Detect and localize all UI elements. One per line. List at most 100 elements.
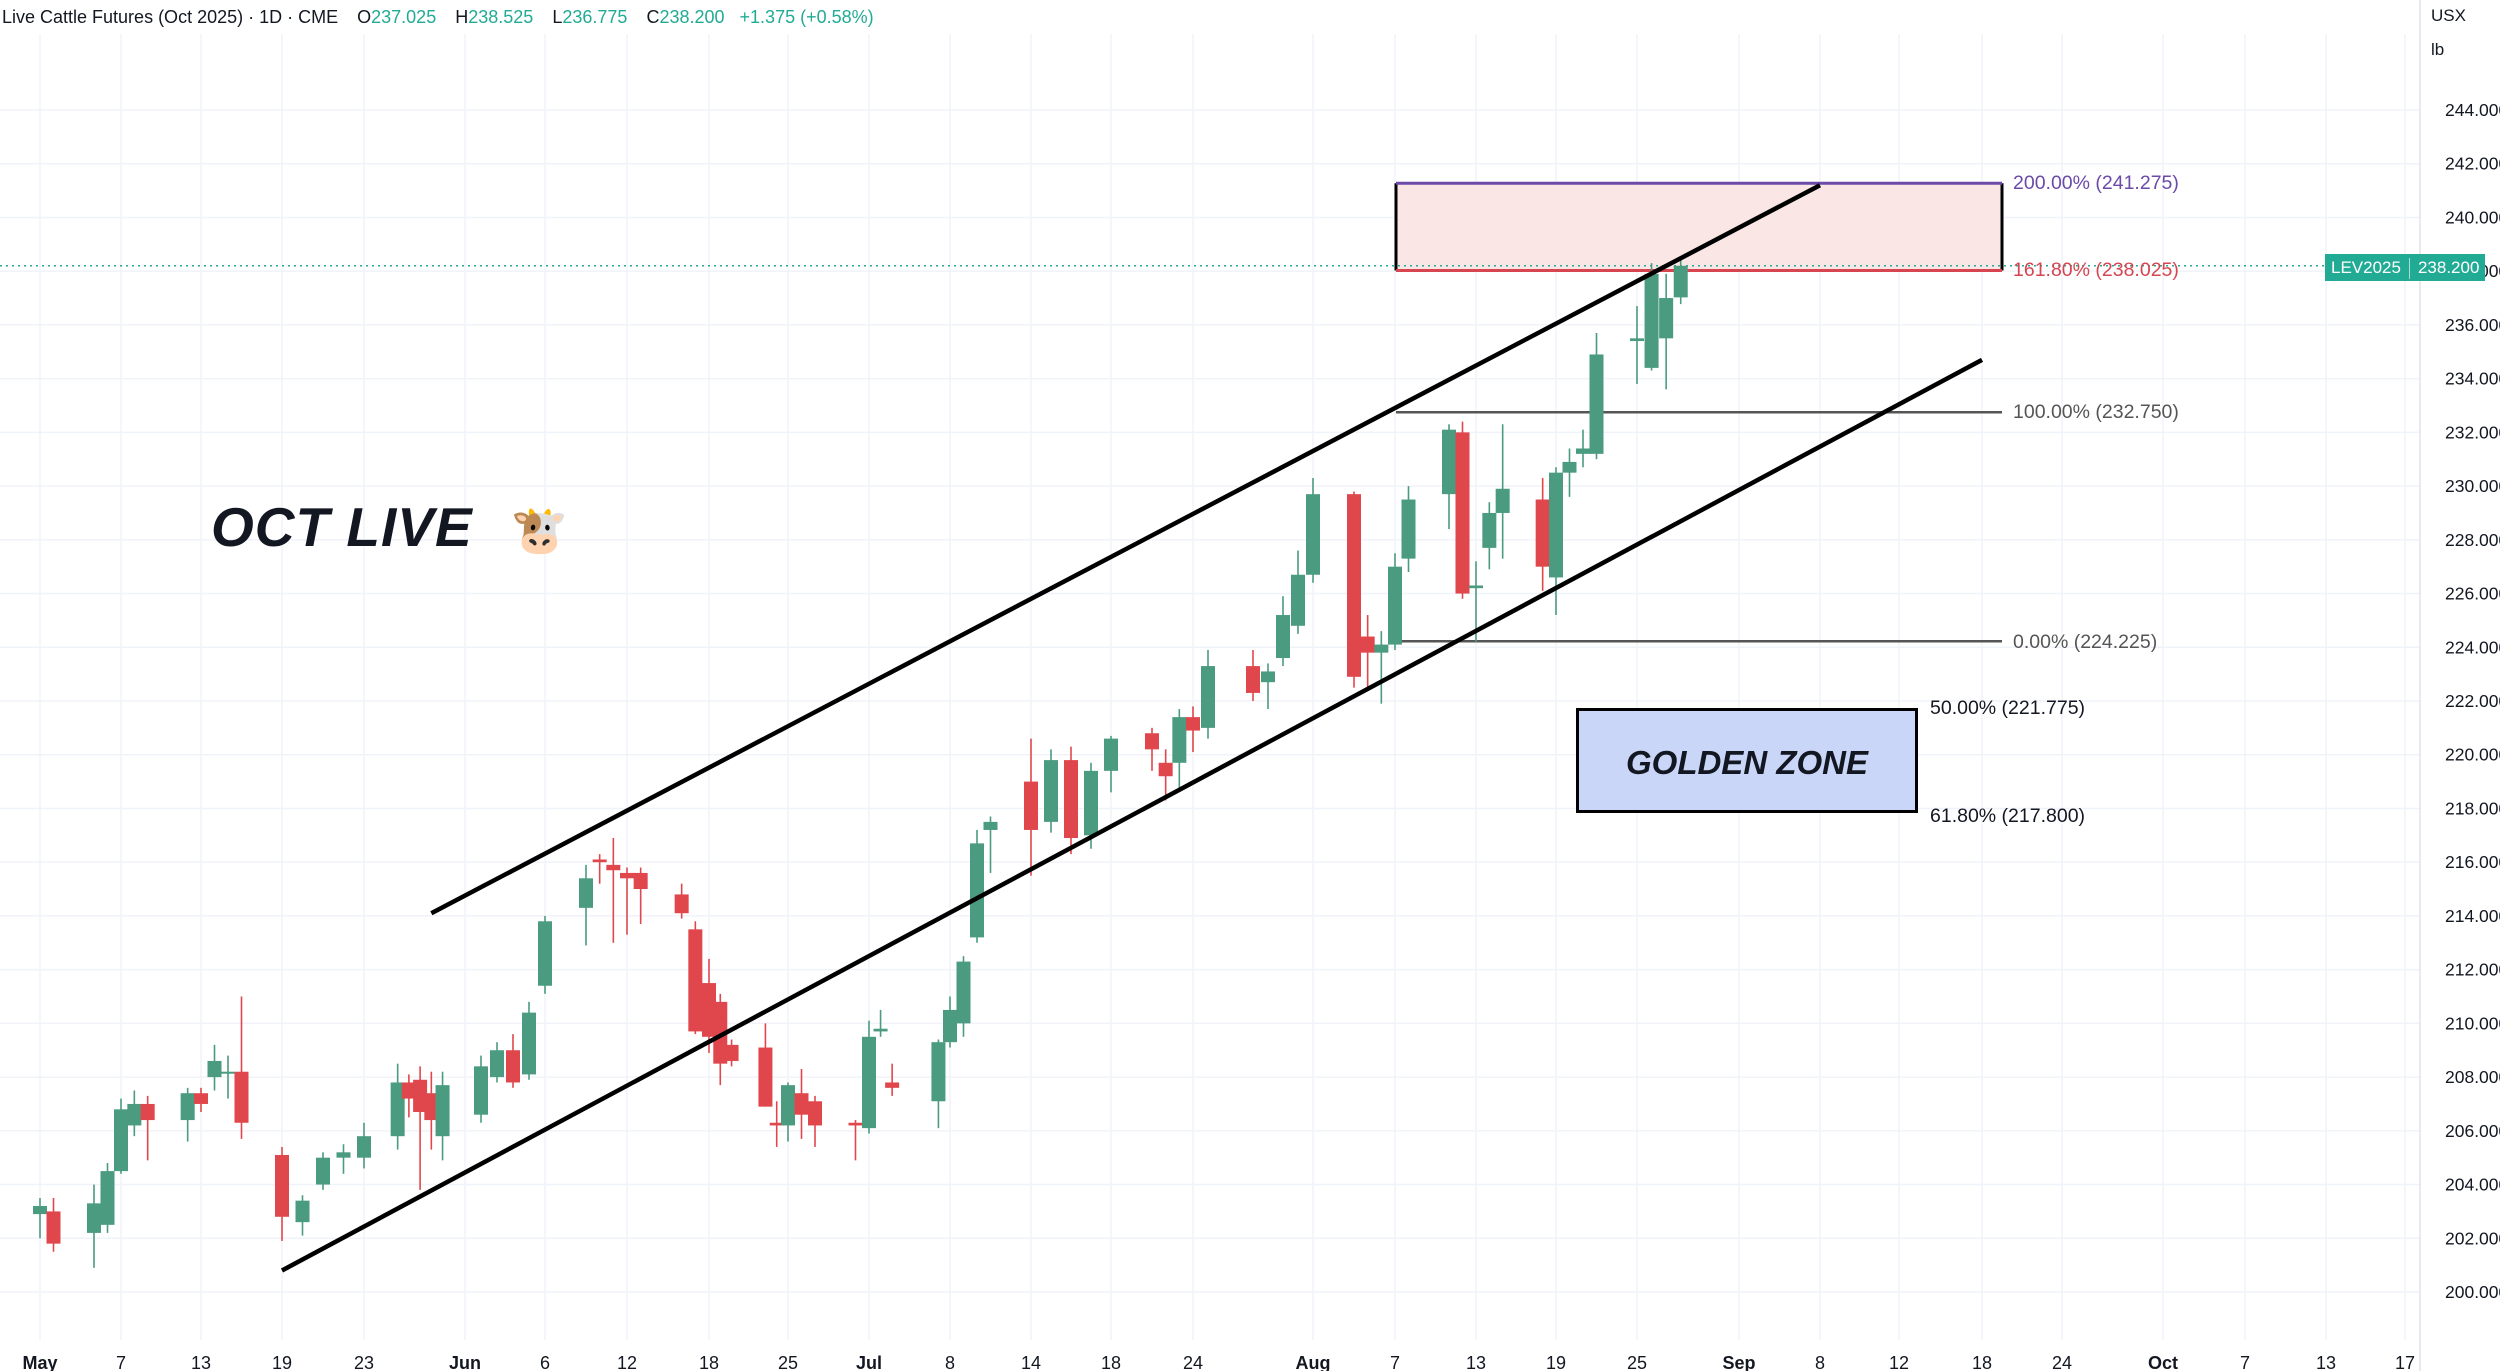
time-tick-label: 13 bbox=[191, 1353, 211, 1371]
candle-body bbox=[1276, 615, 1290, 659]
candle bbox=[862, 1020, 876, 1134]
candle bbox=[490, 1042, 504, 1083]
quantity-unit[interactable]: lb bbox=[2431, 40, 2445, 59]
price-tick-label: 208.000 bbox=[2445, 1067, 2500, 1087]
candle bbox=[1064, 746, 1078, 855]
time-tick-label: 24 bbox=[2052, 1353, 2072, 1371]
fib-label-200: 200.00% (241.275) bbox=[2013, 172, 2179, 194]
price-tick-label: 212.000 bbox=[2445, 960, 2500, 980]
candle bbox=[931, 1039, 946, 1129]
candle bbox=[1576, 429, 1590, 468]
candle-body bbox=[1659, 298, 1674, 339]
price-tick-label: 230.000 bbox=[2445, 476, 2500, 496]
time-tick-label: 8 bbox=[1815, 1353, 1825, 1371]
candle-body bbox=[1201, 666, 1215, 728]
channel-upper-line bbox=[430, 183, 1822, 916]
golden-zone-box[interactable]: GOLDEN ZONE bbox=[1576, 708, 1918, 813]
candle-body bbox=[713, 1001, 728, 1064]
candle-body bbox=[1562, 461, 1577, 473]
candle-body bbox=[413, 1079, 428, 1113]
candle bbox=[474, 1055, 488, 1123]
candle bbox=[538, 915, 552, 994]
candle-body bbox=[724, 1044, 739, 1061]
price-axis: 244.000242.000240.000238.000236.000234.0… bbox=[2419, 0, 2500, 1371]
fib-label-100: 100.00% (232.750) bbox=[2013, 401, 2179, 423]
price-tick-label: 210.000 bbox=[2445, 1013, 2500, 1033]
chart-header: Live Cattle Futures (Oct 2025) · 1D · CM… bbox=[0, 0, 874, 34]
candle bbox=[1044, 749, 1058, 833]
candle bbox=[1084, 762, 1098, 849]
candle bbox=[808, 1095, 822, 1147]
candle bbox=[1589, 332, 1604, 460]
candle-body bbox=[1291, 574, 1305, 626]
annotation-text: OCT LIVE bbox=[211, 496, 473, 558]
price-tick-label: 236.000 bbox=[2445, 315, 2500, 335]
price-tick-label: 224.000 bbox=[2445, 637, 2500, 657]
open-label: O bbox=[357, 7, 372, 27]
candle bbox=[794, 1069, 809, 1139]
candle bbox=[674, 883, 689, 919]
candle bbox=[1535, 478, 1550, 591]
time-tick-label: Oct bbox=[2148, 1353, 2178, 1371]
time-tick-label: 23 bbox=[354, 1353, 374, 1371]
candle-body bbox=[1158, 762, 1173, 777]
candle-body bbox=[1630, 338, 1644, 342]
candle-body bbox=[275, 1154, 289, 1217]
candle-body bbox=[1469, 585, 1483, 589]
candle bbox=[114, 1098, 128, 1174]
candle-body bbox=[983, 821, 998, 830]
candle-body bbox=[620, 872, 634, 879]
candle bbox=[1495, 424, 1510, 559]
fib-extension-zone bbox=[1396, 183, 2002, 271]
candle bbox=[1360, 615, 1375, 691]
golden-zone-label: GOLDEN ZONE bbox=[1625, 744, 1868, 781]
candle-body bbox=[862, 1036, 876, 1129]
candle bbox=[885, 1063, 900, 1096]
candle-body bbox=[127, 1103, 142, 1126]
candle bbox=[956, 956, 971, 1037]
time-tick-label: 6 bbox=[540, 1353, 550, 1371]
candle bbox=[781, 1082, 795, 1142]
candle-body bbox=[1306, 494, 1320, 575]
currency-unit[interactable]: USX bbox=[2431, 6, 2466, 25]
candle bbox=[180, 1087, 195, 1142]
candle bbox=[1401, 486, 1416, 573]
candle-body bbox=[1261, 671, 1275, 683]
candle-body bbox=[970, 843, 984, 938]
candle bbox=[970, 829, 984, 943]
candle bbox=[1644, 263, 1659, 371]
price-tick-label: 216.000 bbox=[2445, 852, 2500, 872]
candle-body bbox=[490, 1050, 504, 1078]
time-tick-label: Aug bbox=[1296, 1353, 1331, 1371]
candle bbox=[758, 1023, 773, 1107]
time-tick-label: 19 bbox=[1546, 1353, 1566, 1371]
candle-body bbox=[522, 1012, 536, 1075]
candle-body bbox=[1347, 494, 1361, 677]
candle bbox=[983, 816, 998, 873]
candle bbox=[688, 921, 703, 1035]
candle-body bbox=[401, 1082, 416, 1099]
candle bbox=[194, 1087, 208, 1113]
candle-body bbox=[234, 1071, 249, 1123]
candle-body bbox=[100, 1171, 115, 1225]
candle bbox=[424, 1071, 439, 1150]
candle bbox=[33, 1197, 47, 1239]
candle bbox=[1201, 649, 1215, 739]
candle bbox=[1347, 491, 1361, 688]
candle bbox=[713, 993, 728, 1086]
candle-body bbox=[579, 878, 593, 908]
fib-label-161: 161.80% (238.025) bbox=[2013, 259, 2179, 281]
candle bbox=[1276, 596, 1290, 667]
candle bbox=[401, 1074, 416, 1118]
candle-body bbox=[295, 1200, 310, 1223]
candle bbox=[100, 1163, 115, 1233]
candle-body bbox=[873, 1028, 888, 1032]
candle bbox=[1659, 273, 1674, 390]
candle-body bbox=[1535, 499, 1550, 567]
time-tick-label: 8 bbox=[945, 1353, 955, 1371]
candle-body bbox=[357, 1136, 371, 1158]
candle bbox=[1158, 749, 1173, 801]
symbol-title[interactable]: Live Cattle Futures (Oct 2025) · 1D · CM… bbox=[2, 7, 339, 27]
price-tick-label: 240.000 bbox=[2445, 207, 2500, 227]
